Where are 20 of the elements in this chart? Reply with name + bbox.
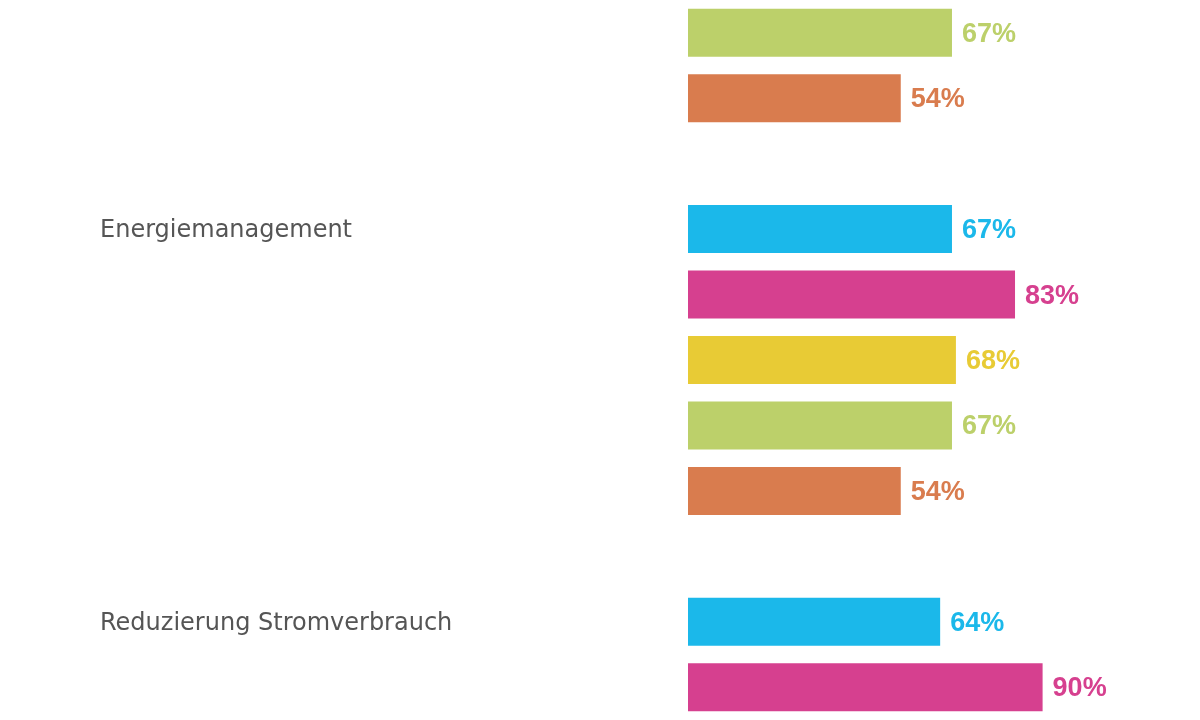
data-label: 83% (1025, 279, 1080, 310)
bar (688, 336, 956, 384)
bar (688, 74, 901, 123)
data-label: 90% (1052, 672, 1107, 703)
data-label: 54% (910, 83, 965, 114)
y-tick-label: Energiemanagement (100, 215, 353, 244)
bar (688, 597, 941, 646)
y-tick-label: Reduzierung Stromverbrauch (100, 607, 453, 636)
data-label: 68% (965, 345, 1020, 375)
bar (688, 663, 1043, 712)
data-label: 54% (910, 475, 965, 506)
bar (688, 205, 952, 254)
data-label: 64% (950, 606, 1005, 637)
bar (688, 270, 1016, 319)
bar (688, 401, 952, 450)
data-label: 67% (961, 17, 1017, 48)
data-label: 67% (961, 214, 1017, 245)
bar (688, 8, 952, 57)
bar (688, 466, 901, 515)
data-label: 67% (961, 410, 1017, 441)
